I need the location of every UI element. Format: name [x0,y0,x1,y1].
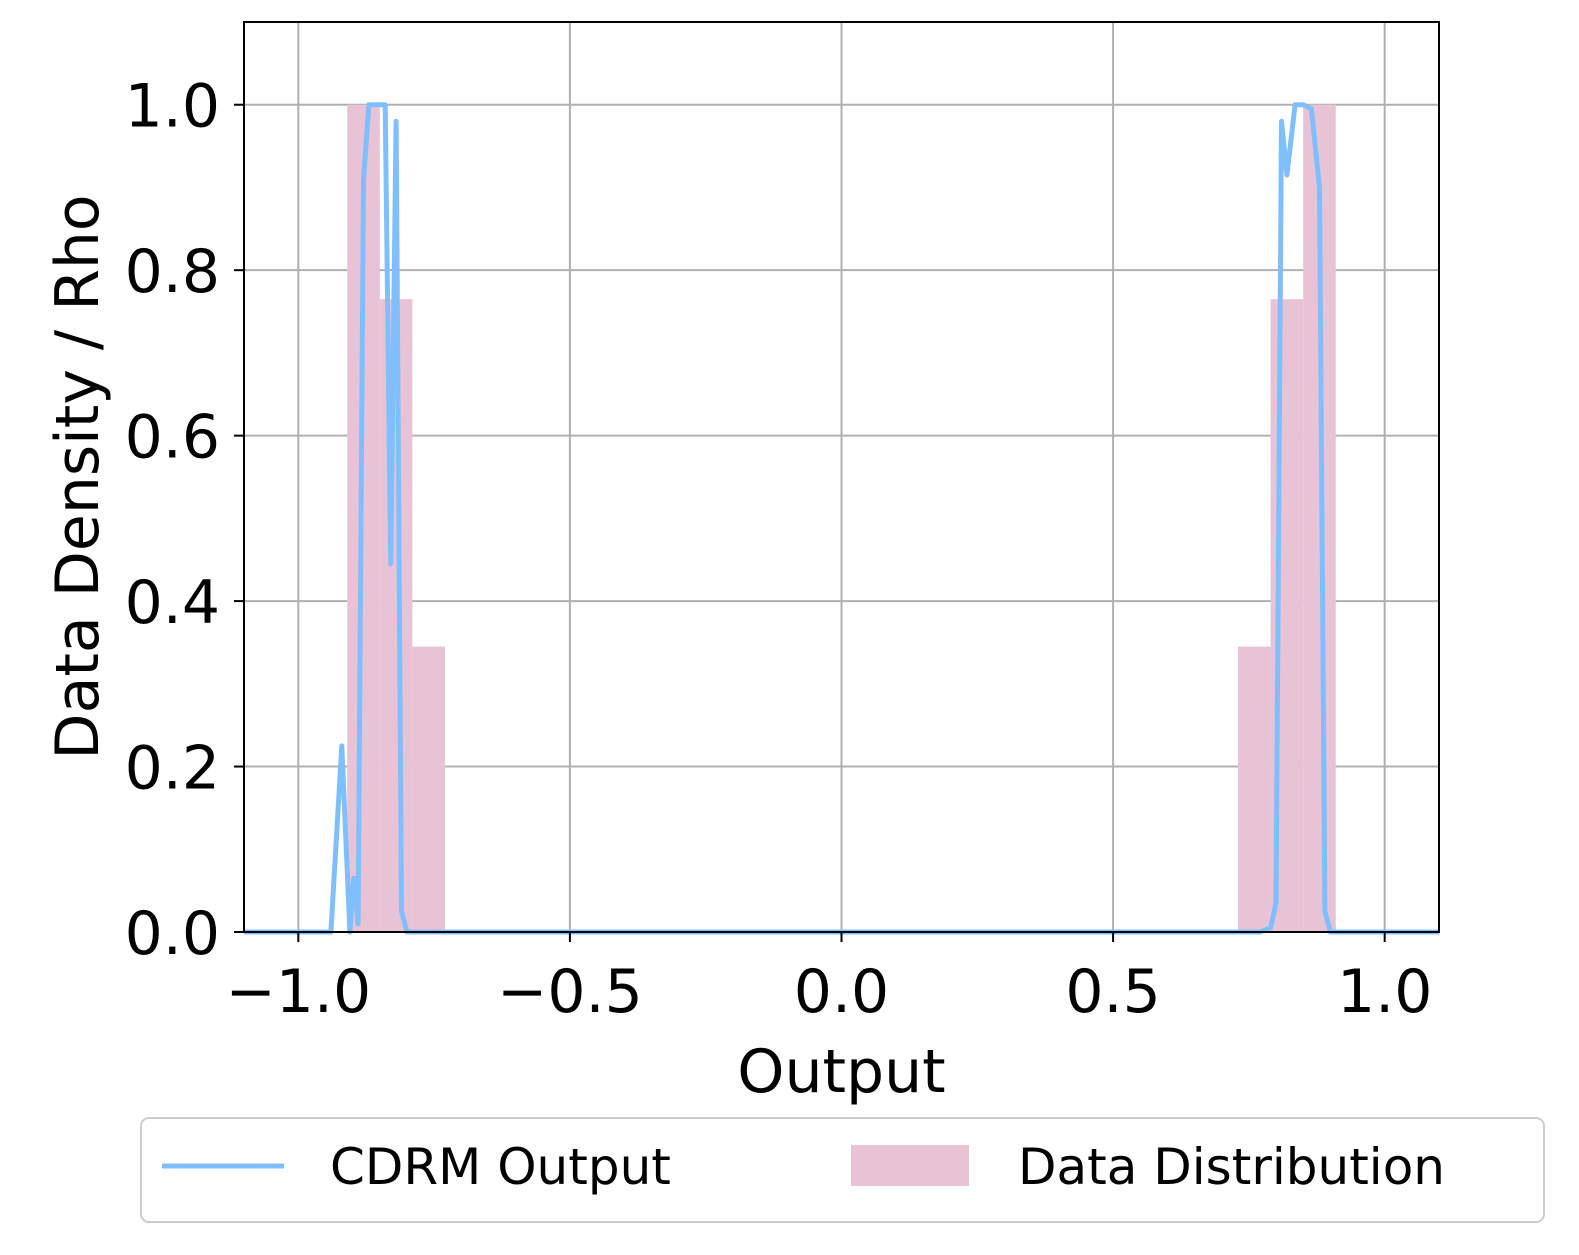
y-tick-label-4: 0.8 [125,237,220,307]
y-axis-ticks: 0.0 0.2 0.4 0.6 0.8 1.0 [125,72,244,969]
y-tick-label-3: 0.6 [125,403,220,473]
legend: CDRM Output Data Distribution [140,1117,1545,1223]
legend-box [140,1117,1545,1223]
legend-label-cdrm-output: CDRM Output [330,1138,671,1196]
histogram-bar-2 [412,646,445,932]
x-tick-label-2: 0.0 [794,957,889,1027]
y-tick-label-0: 0.0 [125,899,220,969]
x-tick-label-4: 1.0 [1337,957,1432,1027]
x-axis-ticks: −1.0 −0.5 0.0 0.5 1.0 [225,932,1432,1027]
legend-swatch-data-distribution [851,1145,969,1186]
histogram-bar-3 [1238,646,1271,932]
y-tick-label-1: 0.2 [125,734,220,804]
y-tick-label-5: 1.0 [125,72,220,142]
x-tick-label-3: 0.5 [1065,957,1160,1027]
y-axis-label: Data Density / Rho [43,194,113,759]
x-tick-label-0: −1.0 [225,957,371,1027]
legend-label-data-distribution: Data Distribution [1018,1138,1445,1196]
x-tick-label-1: −0.5 [497,957,643,1027]
y-tick-label-2: 0.4 [125,568,220,638]
x-axis-label: Output [737,1037,945,1107]
